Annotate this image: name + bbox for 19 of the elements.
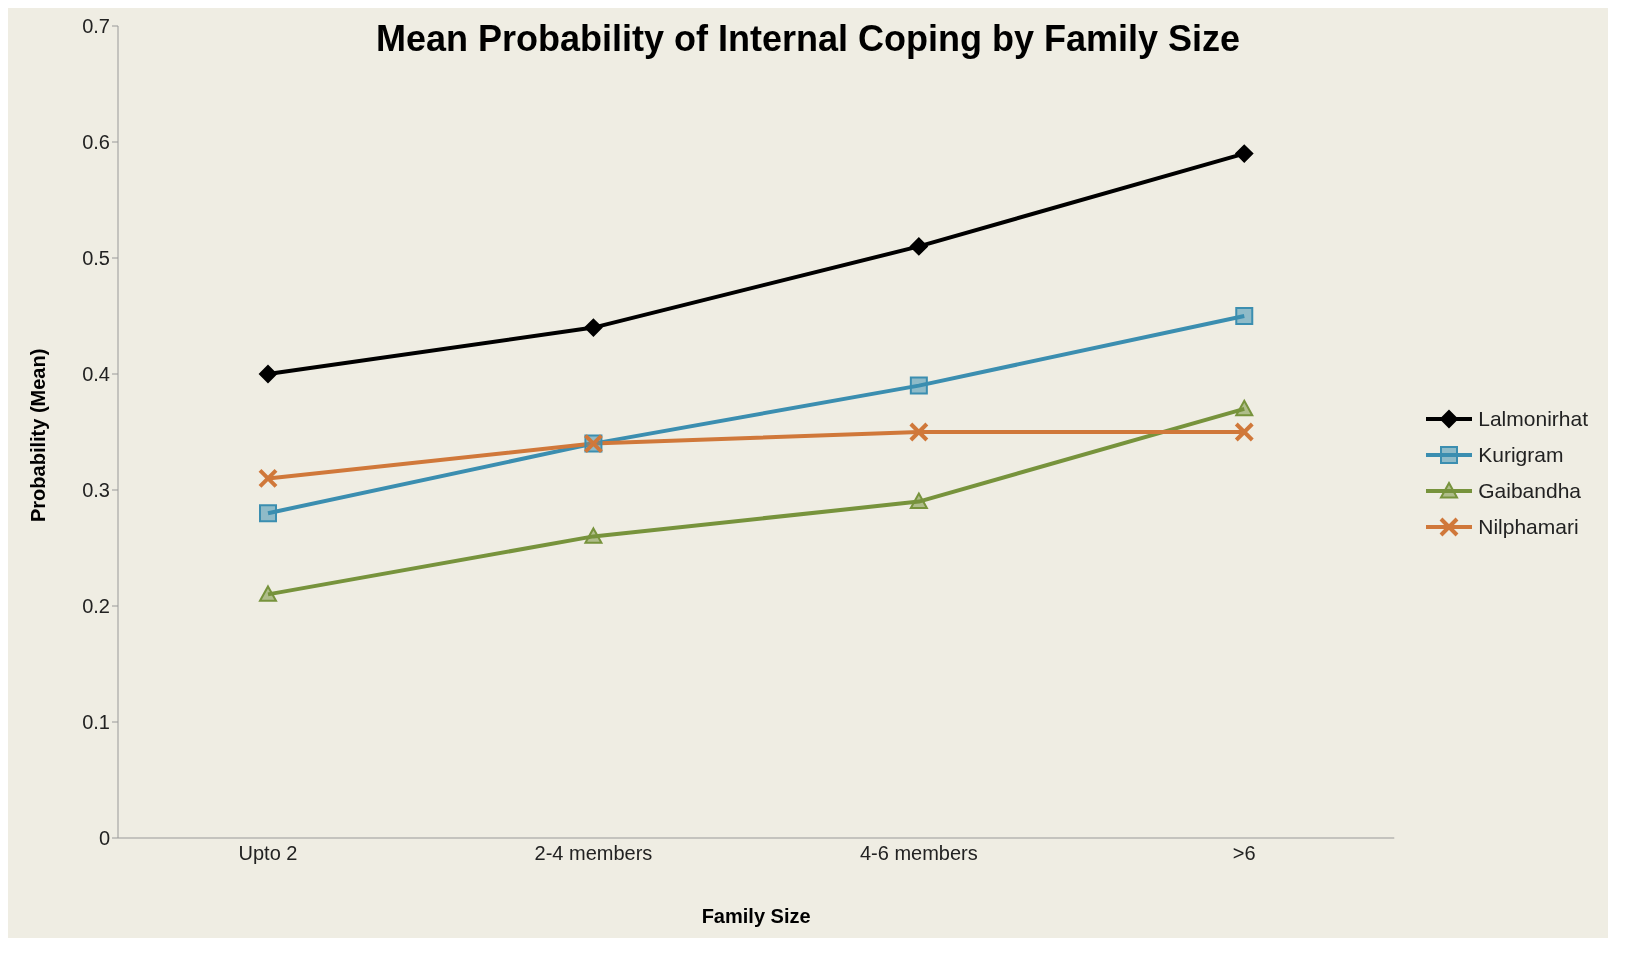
x-tick-label: >6	[1232, 842, 1256, 865]
y-tick-label: 0.4	[82, 363, 110, 386]
y-tick-label: 0.1	[82, 711, 110, 734]
legend-label: Nilphamari	[1478, 515, 1579, 539]
x-tick-label: 4-6 members	[859, 842, 978, 865]
legend-label: Lalmonirhat	[1478, 407, 1588, 431]
x-axis-title: Family Size	[701, 905, 811, 927]
y-tick-label: 0.2	[82, 595, 110, 618]
legend-label: Kurigram	[1478, 443, 1564, 467]
y-tick-label: 0.6	[82, 131, 110, 154]
y-tick-label: 0.7	[82, 15, 110, 38]
x-tick-label: Upto 2	[238, 842, 298, 865]
chart-title: Mean Probability of Internal Coping by Family Size	[375, 18, 1241, 59]
y-tick-label: 0.3	[82, 479, 110, 502]
x-tick-label: 2-4 members	[534, 842, 653, 865]
y-axis-title: Probability (Mean)	[27, 348, 50, 522]
y-tick-label: 0.5	[82, 247, 110, 270]
legend-label: Gaibandha	[1478, 479, 1582, 503]
y-tick-label: 0	[98, 827, 110, 850]
